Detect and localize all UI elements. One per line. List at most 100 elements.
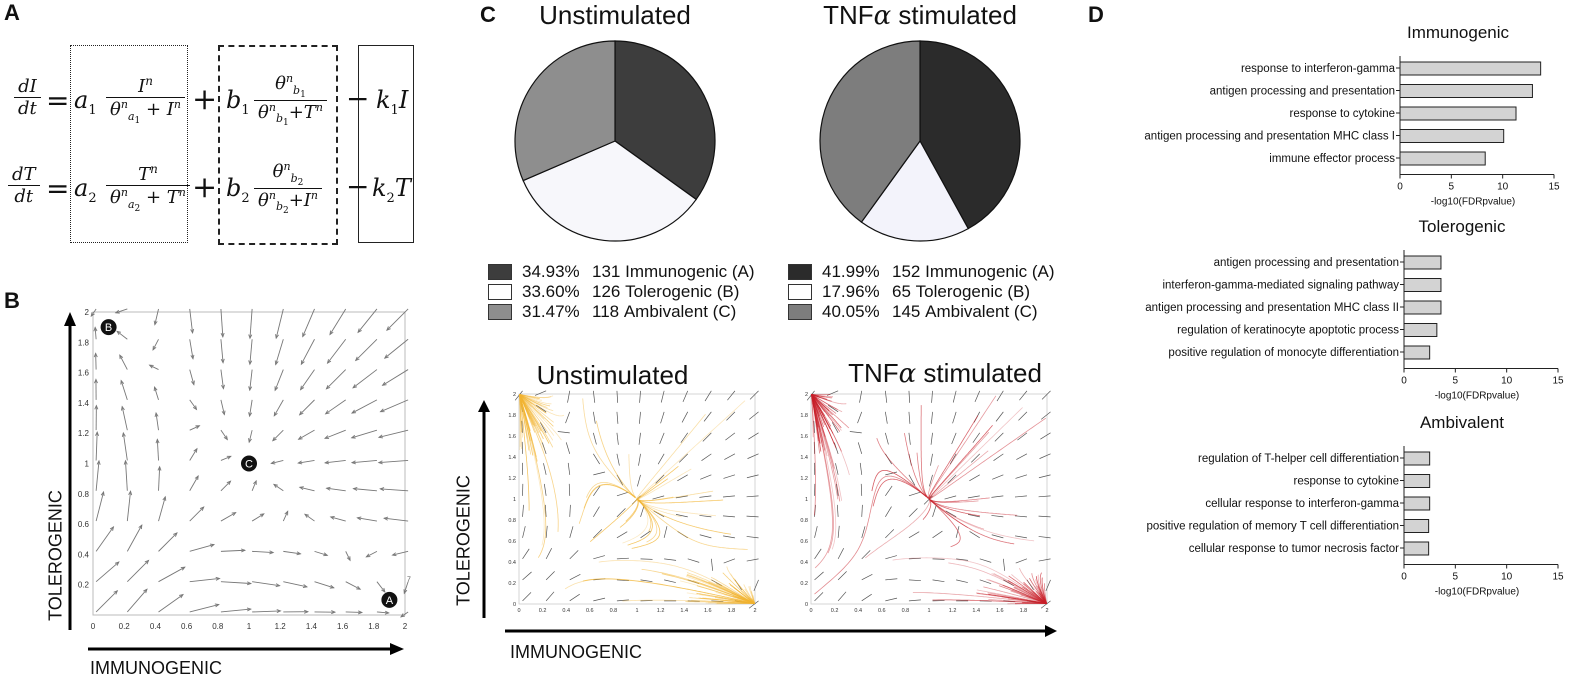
field-arrowhead — [157, 465, 162, 471]
field-arrow — [991, 515, 1004, 518]
field-arrowhead — [180, 566, 186, 571]
field-arrow — [189, 308, 194, 333]
field-arrow — [220, 608, 251, 613]
x-tick-label: 15 — [1552, 572, 1564, 583]
field-arrow — [298, 460, 315, 464]
field-arrow — [827, 404, 839, 413]
pie-slice-2 — [522, 140, 697, 242]
bar — [1403, 345, 1431, 360]
bar-category-label: antigen processing and presentation MHC … — [1144, 131, 1395, 143]
pie-tnf — [819, 40, 1021, 242]
field-arrowhead — [221, 410, 226, 416]
field-arrow — [158, 496, 166, 522]
field-arrow — [384, 338, 409, 359]
field-arrow — [861, 504, 863, 517]
field-arrow — [545, 571, 555, 581]
y-tick-label: 0.4 — [508, 560, 516, 566]
x-axis-arrowhead — [390, 643, 404, 655]
field-arrow — [248, 430, 253, 443]
field-arrow — [326, 487, 346, 492]
field-arrowhead — [93, 326, 98, 332]
field-arrow — [95, 526, 114, 552]
bar — [1403, 451, 1431, 466]
streamline — [637, 496, 674, 502]
panel-letter-a: A — [4, 0, 20, 25]
field-arrow — [330, 516, 346, 522]
field-arrow — [702, 432, 712, 442]
field-arrow — [352, 369, 378, 389]
streamline — [519, 394, 522, 407]
field-arrow — [849, 431, 862, 434]
bar-category-label: interferon-gamma-mediated signaling path… — [1162, 280, 1399, 292]
field-arrow — [1015, 535, 1027, 539]
field-arrowhead — [274, 360, 279, 366]
field-arrow — [378, 429, 409, 438]
x-tick-label: 1.4 — [972, 608, 980, 614]
streamline — [583, 483, 636, 509]
field-arrow — [345, 581, 361, 590]
field-arrowhead — [144, 559, 150, 565]
field-arrowhead — [379, 408, 385, 413]
streamline — [519, 394, 547, 414]
streamplot-unstimulated: 00 0.2 0.2 0.4 0.4 0.6 0.6 0.8 0.8 1 1 1.2 1.2 1.4 1.4… — [508, 390, 759, 614]
field-arrow — [660, 411, 665, 424]
field-arrow — [675, 495, 688, 499]
field-arrow — [189, 506, 205, 522]
field-arrow — [814, 526, 818, 538]
field-arrowhead — [379, 487, 385, 492]
field-arrow — [944, 495, 957, 500]
field-arrowhead — [96, 459, 101, 465]
field-arrow — [155, 412, 159, 431]
streamline — [928, 431, 990, 500]
field-arrow — [522, 526, 526, 538]
streamplot-tnf: 00 0.2 0.2 0.4 0.4 0.6 0.6 0.8 0.8 1 1 1.2 1.2 1.4 1.4… — [800, 390, 1051, 614]
field-arrow — [154, 308, 159, 325]
bar — [1399, 84, 1533, 98]
field-arrow — [252, 550, 274, 553]
field-arrowhead — [114, 309, 120, 314]
plot-frame — [92, 311, 406, 616]
x-tick-label: 15 — [1552, 376, 1564, 387]
field-arrow — [325, 460, 346, 464]
stream-xlabel: IMMUNOGENIC — [510, 642, 642, 662]
field-arrow — [908, 579, 921, 582]
field-arrow — [813, 420, 815, 433]
field-arrowhead — [272, 436, 277, 442]
legend-swatch — [788, 304, 812, 320]
panel-letter-d: D — [1088, 2, 1104, 27]
fixed-point-b — [100, 319, 117, 336]
field-arrow — [652, 495, 665, 500]
field-arrowhead — [248, 438, 252, 444]
field-arrow — [992, 474, 1004, 480]
x-tick-label: 1 — [927, 608, 930, 614]
streamline — [976, 593, 1047, 605]
field-arrowhead — [383, 354, 389, 359]
field-arrow — [837, 548, 844, 560]
field-arrow — [302, 308, 315, 337]
field-arrow — [971, 453, 980, 463]
field-arrowhead — [194, 475, 199, 481]
y-tick-label: 0.8 — [508, 518, 516, 524]
streamline — [1010, 590, 1047, 605]
bar — [1403, 474, 1431, 488]
equation-dT-dt: dT dt = a2 Tn θna2 + Tn + b2 θnb2 θnb2+In… — [8, 160, 418, 220]
field-arrow — [979, 558, 992, 563]
field-arrow — [252, 581, 280, 587]
field-arrow — [1038, 515, 1051, 518]
stream-title-tnf: TNFα stimulated — [848, 358, 1042, 389]
field-arrow — [220, 480, 231, 492]
field-arrow — [273, 399, 284, 417]
field-arrow — [327, 338, 347, 364]
field-arrow — [1015, 474, 1028, 479]
field-arrow — [616, 531, 628, 539]
field-arrow — [885, 471, 898, 476]
field-arrowhead — [220, 358, 225, 364]
bar-category-label: positive regulation of monocyte differen… — [1168, 347, 1399, 359]
field-arrow — [351, 460, 377, 464]
x-tick-label: 1.4 — [680, 608, 688, 614]
pie-slice-1 — [614, 40, 716, 201]
field-arrow — [995, 411, 1004, 422]
phase-ylabel: TOLEROGENIC — [45, 490, 66, 621]
streamline — [904, 433, 929, 499]
field-arrow — [952, 390, 957, 403]
